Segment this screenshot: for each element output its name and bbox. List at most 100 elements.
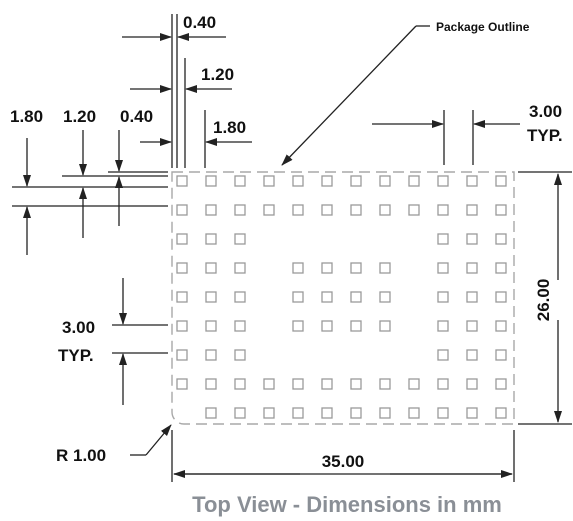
- pad: [466, 320, 478, 332]
- pad: [437, 320, 449, 332]
- pad: [408, 175, 420, 187]
- pad: [437, 262, 449, 274]
- pad: [495, 291, 507, 303]
- pad: [234, 262, 246, 274]
- pad: [292, 378, 304, 390]
- pad: [205, 378, 217, 390]
- pad: [292, 320, 304, 332]
- pad: [321, 291, 333, 303]
- pad: [495, 349, 507, 361]
- pad: [321, 262, 333, 274]
- pad: [495, 204, 507, 216]
- pad: [292, 204, 304, 216]
- pad: [437, 407, 449, 419]
- pad: [205, 175, 217, 187]
- pad: [176, 204, 188, 216]
- pad: [292, 262, 304, 274]
- pad: [379, 320, 391, 332]
- width-dimension: 35.00: [171, 430, 515, 482]
- pad: [379, 291, 391, 303]
- pad: [292, 407, 304, 419]
- pad: [321, 378, 333, 390]
- pad: [466, 349, 478, 361]
- pad-grid: [176, 175, 507, 419]
- left-0-40: 0.40: [120, 107, 153, 126]
- package-outline-callout: Package Outline: [281, 20, 530, 166]
- pad: [176, 291, 188, 303]
- pad: [263, 175, 275, 187]
- pad: [234, 407, 246, 419]
- pad: [437, 233, 449, 245]
- pad: [263, 204, 275, 216]
- pad: [379, 407, 391, 419]
- pad-left-dimensions: 1.80 1.20 0.40: [10, 107, 168, 255]
- pad: [176, 233, 188, 245]
- pad: [379, 378, 391, 390]
- pad: [379, 204, 391, 216]
- pad: [350, 378, 362, 390]
- pad: [495, 233, 507, 245]
- pad: [350, 262, 362, 274]
- pad: [495, 262, 507, 274]
- figure-caption: Top View - Dimensions in mm: [192, 492, 502, 517]
- pad: [234, 233, 246, 245]
- pad: [495, 175, 507, 187]
- pad: [437, 291, 449, 303]
- pad: [234, 204, 246, 216]
- pitch-top-suffix: TYP.: [527, 126, 563, 145]
- pad: [437, 175, 449, 187]
- pitch-left-dimension: 3.00 TYP.: [58, 278, 168, 405]
- width-value: 35.00: [322, 452, 365, 471]
- pad: [263, 407, 275, 419]
- pad: [466, 378, 478, 390]
- pad: [466, 175, 478, 187]
- package-outline: [171, 171, 515, 425]
- pad: [379, 175, 391, 187]
- pad: [205, 407, 217, 419]
- pad: [205, 349, 217, 361]
- pad: [234, 378, 246, 390]
- pad: [321, 204, 333, 216]
- pad: [176, 378, 188, 390]
- pad: [437, 349, 449, 361]
- pad: [350, 204, 362, 216]
- pad: [292, 291, 304, 303]
- pad: [205, 262, 217, 274]
- pad: [466, 291, 478, 303]
- pad: [495, 378, 507, 390]
- pad: [379, 262, 391, 274]
- pad: [234, 175, 246, 187]
- pad-top-0-40: 0.40: [183, 13, 216, 32]
- pad: [205, 233, 217, 245]
- pad: [350, 320, 362, 332]
- pad: [176, 349, 188, 361]
- pitch-left-value: 3.00: [62, 318, 95, 337]
- pad: [466, 262, 478, 274]
- pad: [205, 291, 217, 303]
- corner-radius-value: R 1.00: [56, 446, 106, 465]
- left-1-20: 1.20: [63, 107, 96, 126]
- height-value: 26.00: [534, 279, 553, 322]
- pad: [466, 407, 478, 419]
- pad: [234, 349, 246, 361]
- pad: [321, 175, 333, 187]
- pad: [408, 407, 420, 419]
- pad: [437, 378, 449, 390]
- pad: [408, 378, 420, 390]
- pad: [495, 407, 507, 419]
- pitch-left-suffix: TYP.: [58, 346, 94, 365]
- package-outline-label: Package Outline: [436, 20, 530, 34]
- pad: [176, 175, 188, 187]
- pitch-top-dimension: 3.00 TYP.: [372, 102, 563, 165]
- pad: [408, 204, 420, 216]
- pad: [466, 233, 478, 245]
- left-1-80: 1.80: [10, 107, 43, 126]
- pad: [263, 378, 275, 390]
- pad: [234, 291, 246, 303]
- pad: [321, 407, 333, 419]
- pad: [176, 262, 188, 274]
- pad-top-1-80: 1.80: [213, 118, 246, 137]
- pad: [350, 291, 362, 303]
- pad: [495, 320, 507, 332]
